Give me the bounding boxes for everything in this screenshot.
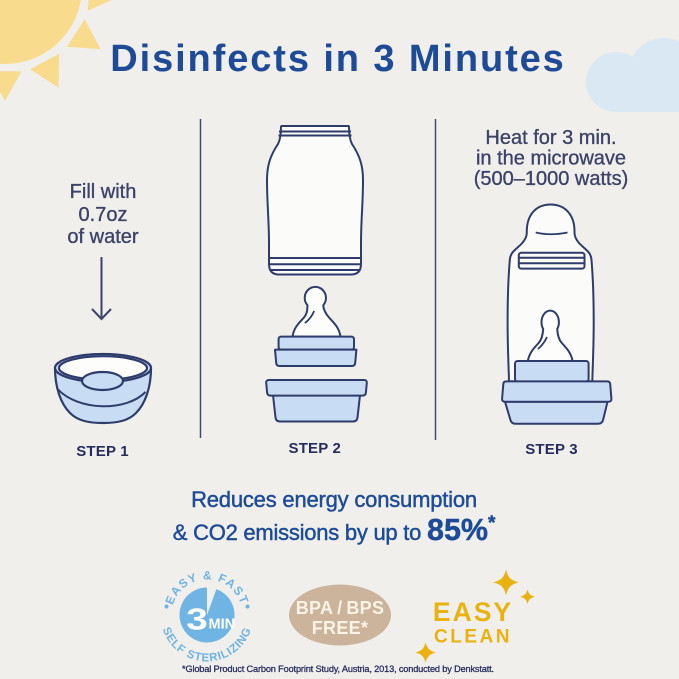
svg-text:Fill with: Fill with — [70, 181, 137, 203]
svg-text:in the microwave: in the microwave — [476, 148, 626, 170]
svg-text:CLEAN: CLEAN — [434, 627, 512, 648]
svg-text:Heat for 3 min.: Heat for 3 min. — [485, 127, 616, 149]
svg-text:STEP 2: STEP 2 — [288, 440, 341, 457]
svg-text:MIN: MIN — [209, 617, 236, 633]
svg-text:STEP 1: STEP 1 — [76, 443, 129, 460]
svg-text:BPA / BPS: BPA / BPS — [296, 598, 385, 618]
svg-text:*Global Product Carbon Footpri: *Global Product Carbon Footprint Study, … — [182, 664, 494, 674]
svg-text:STEP 3: STEP 3 — [525, 441, 578, 458]
svg-text:EASY: EASY — [433, 597, 513, 627]
svg-text:(500–1000 watts): (500–1000 watts) — [474, 168, 629, 190]
svg-text:Disinfects in 3 Minutes: Disinfects in 3 Minutes — [110, 38, 565, 80]
svg-text:of water: of water — [67, 226, 138, 248]
svg-text:FREE*: FREE* — [312, 618, 369, 638]
svg-text:Reduces energy consumption: Reduces energy consumption — [191, 487, 477, 512]
svg-text:0.7oz: 0.7oz — [79, 204, 128, 226]
svg-text:3: 3 — [186, 602, 208, 636]
